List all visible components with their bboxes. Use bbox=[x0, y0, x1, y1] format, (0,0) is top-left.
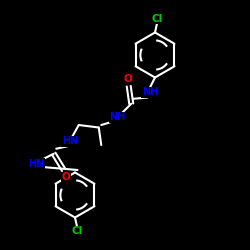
Text: Cl: Cl bbox=[72, 226, 83, 236]
Text: NH: NH bbox=[142, 88, 158, 98]
Text: NH: NH bbox=[110, 112, 126, 122]
Text: HN: HN bbox=[28, 159, 44, 169]
Text: Cl: Cl bbox=[152, 14, 163, 24]
Text: O: O bbox=[62, 172, 71, 182]
Text: O: O bbox=[123, 74, 132, 84]
Text: HN: HN bbox=[62, 136, 78, 146]
